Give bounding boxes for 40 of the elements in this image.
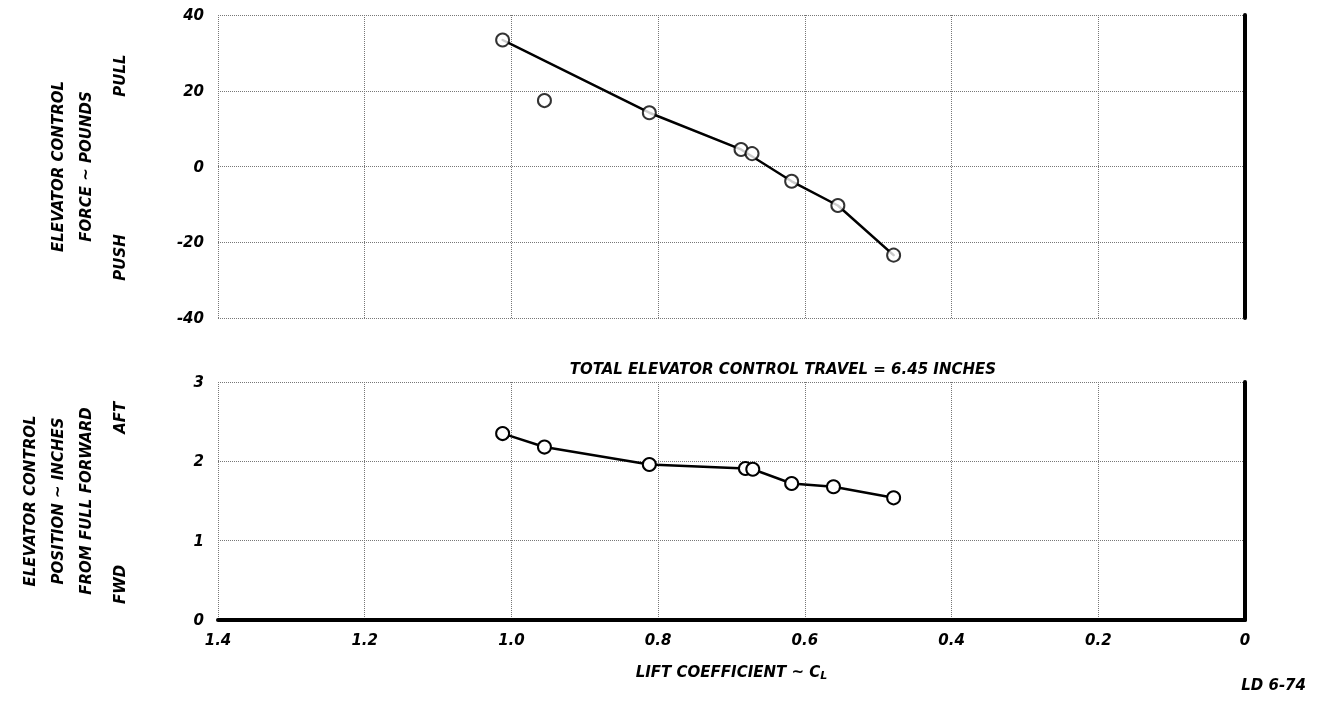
y-tick-label: 0: [193, 611, 204, 629]
y-tick-label: -20: [176, 233, 204, 252]
point: [886, 490, 902, 506]
y-tick-label: 40: [182, 6, 204, 24]
point: [745, 461, 761, 477]
x-tick-label: 0: [1239, 630, 1251, 649]
point: [641, 105, 657, 121]
point: [641, 457, 657, 472]
y-axis-title: ELEVATOR CONTROL FORCE ~ POUNDS: [49, 81, 95, 252]
y-tick-label: 3: [193, 373, 204, 391]
x-tick-label: 0.6: [791, 630, 819, 649]
y-axis-title: ELEVATOR CONTROL POSITION ~ INCHES FROM FULL FORWARD: [21, 407, 95, 595]
point: [784, 476, 800, 492]
x-tick-label: 1.4: [204, 630, 232, 649]
x-tick-label: 0.8: [644, 630, 672, 649]
text: PUSH: [111, 233, 129, 281]
text: TOTAL ELEVATOR CONTROL TRAVEL = 6.45 INCHES: [569, 359, 997, 378]
point: [495, 426, 511, 442]
y-tick-label: 0: [193, 157, 204, 176]
point: [495, 32, 511, 48]
point: [830, 198, 846, 214]
x-tick-label: 0.2: [1085, 630, 1112, 649]
point: [536, 439, 552, 455]
point: [886, 247, 902, 263]
point: [825, 479, 841, 495]
x-tick-label: 1.2: [351, 630, 378, 649]
y-tick-label: 20: [183, 81, 204, 100]
point: [733, 141, 749, 157]
text: PULL: [111, 54, 129, 97]
x-tick-label: 0.4: [938, 630, 965, 649]
y-tick-label: 1: [193, 531, 204, 550]
y-tick-label: 2: [193, 452, 204, 471]
text: FWD: [111, 564, 129, 604]
text: AFT: [111, 399, 129, 435]
y-tick-label: -40: [176, 309, 204, 327]
x-tick-label: 1.0: [498, 630, 525, 649]
point: [536, 93, 552, 109]
point: [744, 146, 760, 162]
point: [784, 173, 800, 189]
text: LD 6-74: [1241, 675, 1306, 694]
